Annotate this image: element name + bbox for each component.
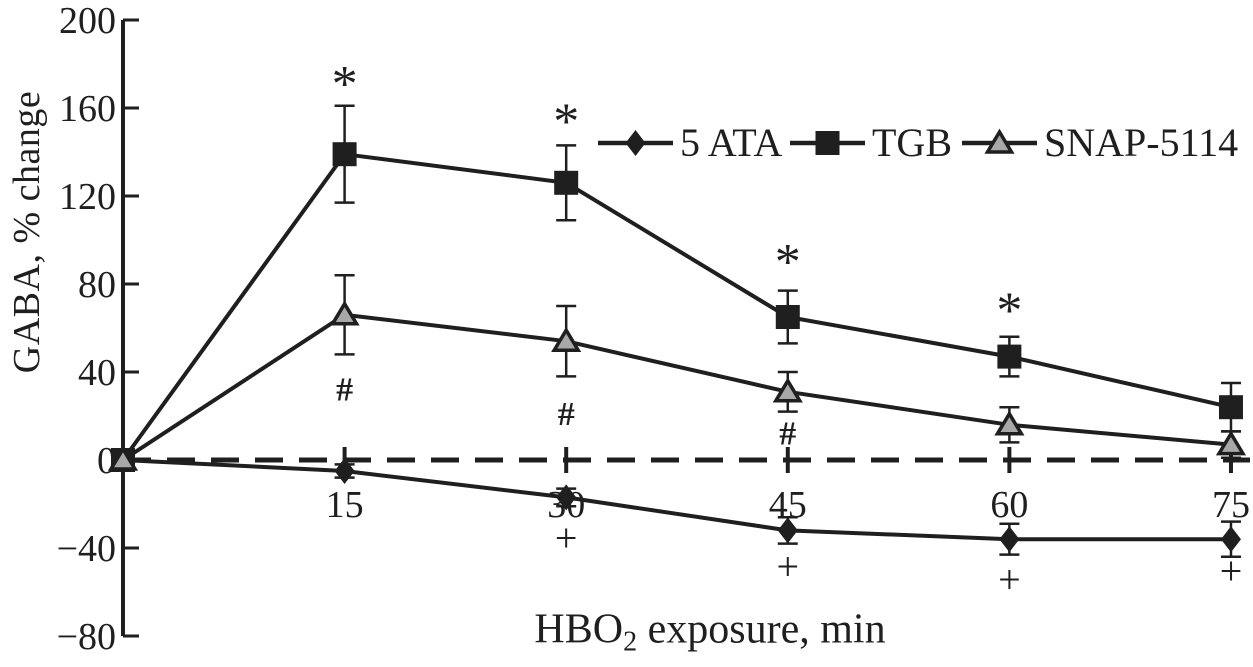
x-tick-label: 15: [326, 484, 364, 526]
y-tick-label: −40: [57, 528, 116, 570]
marker-triangle-snap-5114: [551, 326, 582, 352]
x-tick-label: 30: [547, 484, 585, 526]
annotation-asterisk: *: [553, 93, 579, 150]
marker-square-tgb: [775, 305, 800, 329]
marker-triangle-snap-5114: [107, 445, 139, 471]
x-axis-title: HBO2 exposure, min: [534, 606, 885, 659]
marker-square-tgb: [1218, 395, 1243, 420]
marker-triangle-snap-5114: [772, 377, 803, 403]
x-axis-title-pre: HBO: [534, 606, 624, 653]
annotation-asterisk: *: [775, 234, 801, 291]
y-tick-label: 200: [59, 0, 116, 42]
annotation-hash: #: [779, 416, 796, 453]
y-axis-title: GABA, % change: [6, 90, 48, 374]
legend-marker-triangle: [984, 128, 1015, 154]
marker-triangle-snap-5114: [994, 410, 1025, 436]
legend-label-5-ata: 5 ATA: [680, 120, 782, 165]
marker-diamond-5-ata: [1220, 526, 1241, 553]
y-tick-label: 120: [59, 176, 116, 218]
annotation-hash: #: [336, 372, 353, 409]
annotation-plus: +: [1220, 548, 1243, 593]
annotation-plus: +: [777, 544, 800, 589]
x-tick-label: 60: [990, 484, 1028, 526]
marker-triangle-snap-5114: [1215, 430, 1247, 456]
marker-diamond-5-ata: [777, 517, 798, 544]
series-line-snap-5114: [121, 312, 1232, 462]
x-axis-title-post: exposure, min: [637, 606, 886, 653]
marker-square-tgb: [332, 142, 357, 167]
annotation-plus: +: [998, 557, 1021, 602]
x-tick-label: 75: [1212, 484, 1250, 526]
marker-diamond-5-ata: [556, 484, 577, 511]
legend-marker-square: [815, 131, 840, 155]
annotation-asterisk: *: [332, 56, 358, 113]
marker-diamond-5-ata: [334, 458, 355, 484]
marker-square-tgb: [997, 344, 1022, 369]
series-line-tgb: [121, 152, 1232, 462]
y-tick-label: −80: [57, 616, 116, 658]
annotation-hash: #: [558, 396, 575, 433]
y-tick-label: 40: [78, 352, 116, 394]
series-line-5-ata: [122, 458, 1231, 542]
legend-marker-diamond: [625, 130, 646, 156]
marker-square-tgb: [554, 170, 579, 195]
annotation-asterisk: *: [996, 283, 1022, 340]
annotation-plus: +: [555, 515, 578, 560]
marker-diamond-5-ata: [999, 526, 1020, 553]
marker-triangle-snap-5114: [329, 300, 360, 326]
y-tick-label: 160: [59, 88, 116, 130]
legend-label-tgb: TGB: [872, 120, 952, 165]
y-tick-label: 80: [78, 264, 116, 306]
x-tick-label: 45: [769, 484, 807, 526]
x-axis-title-subscript: 2: [623, 626, 638, 658]
legend-label-snap-5114: SNAP-5114: [1044, 120, 1238, 165]
